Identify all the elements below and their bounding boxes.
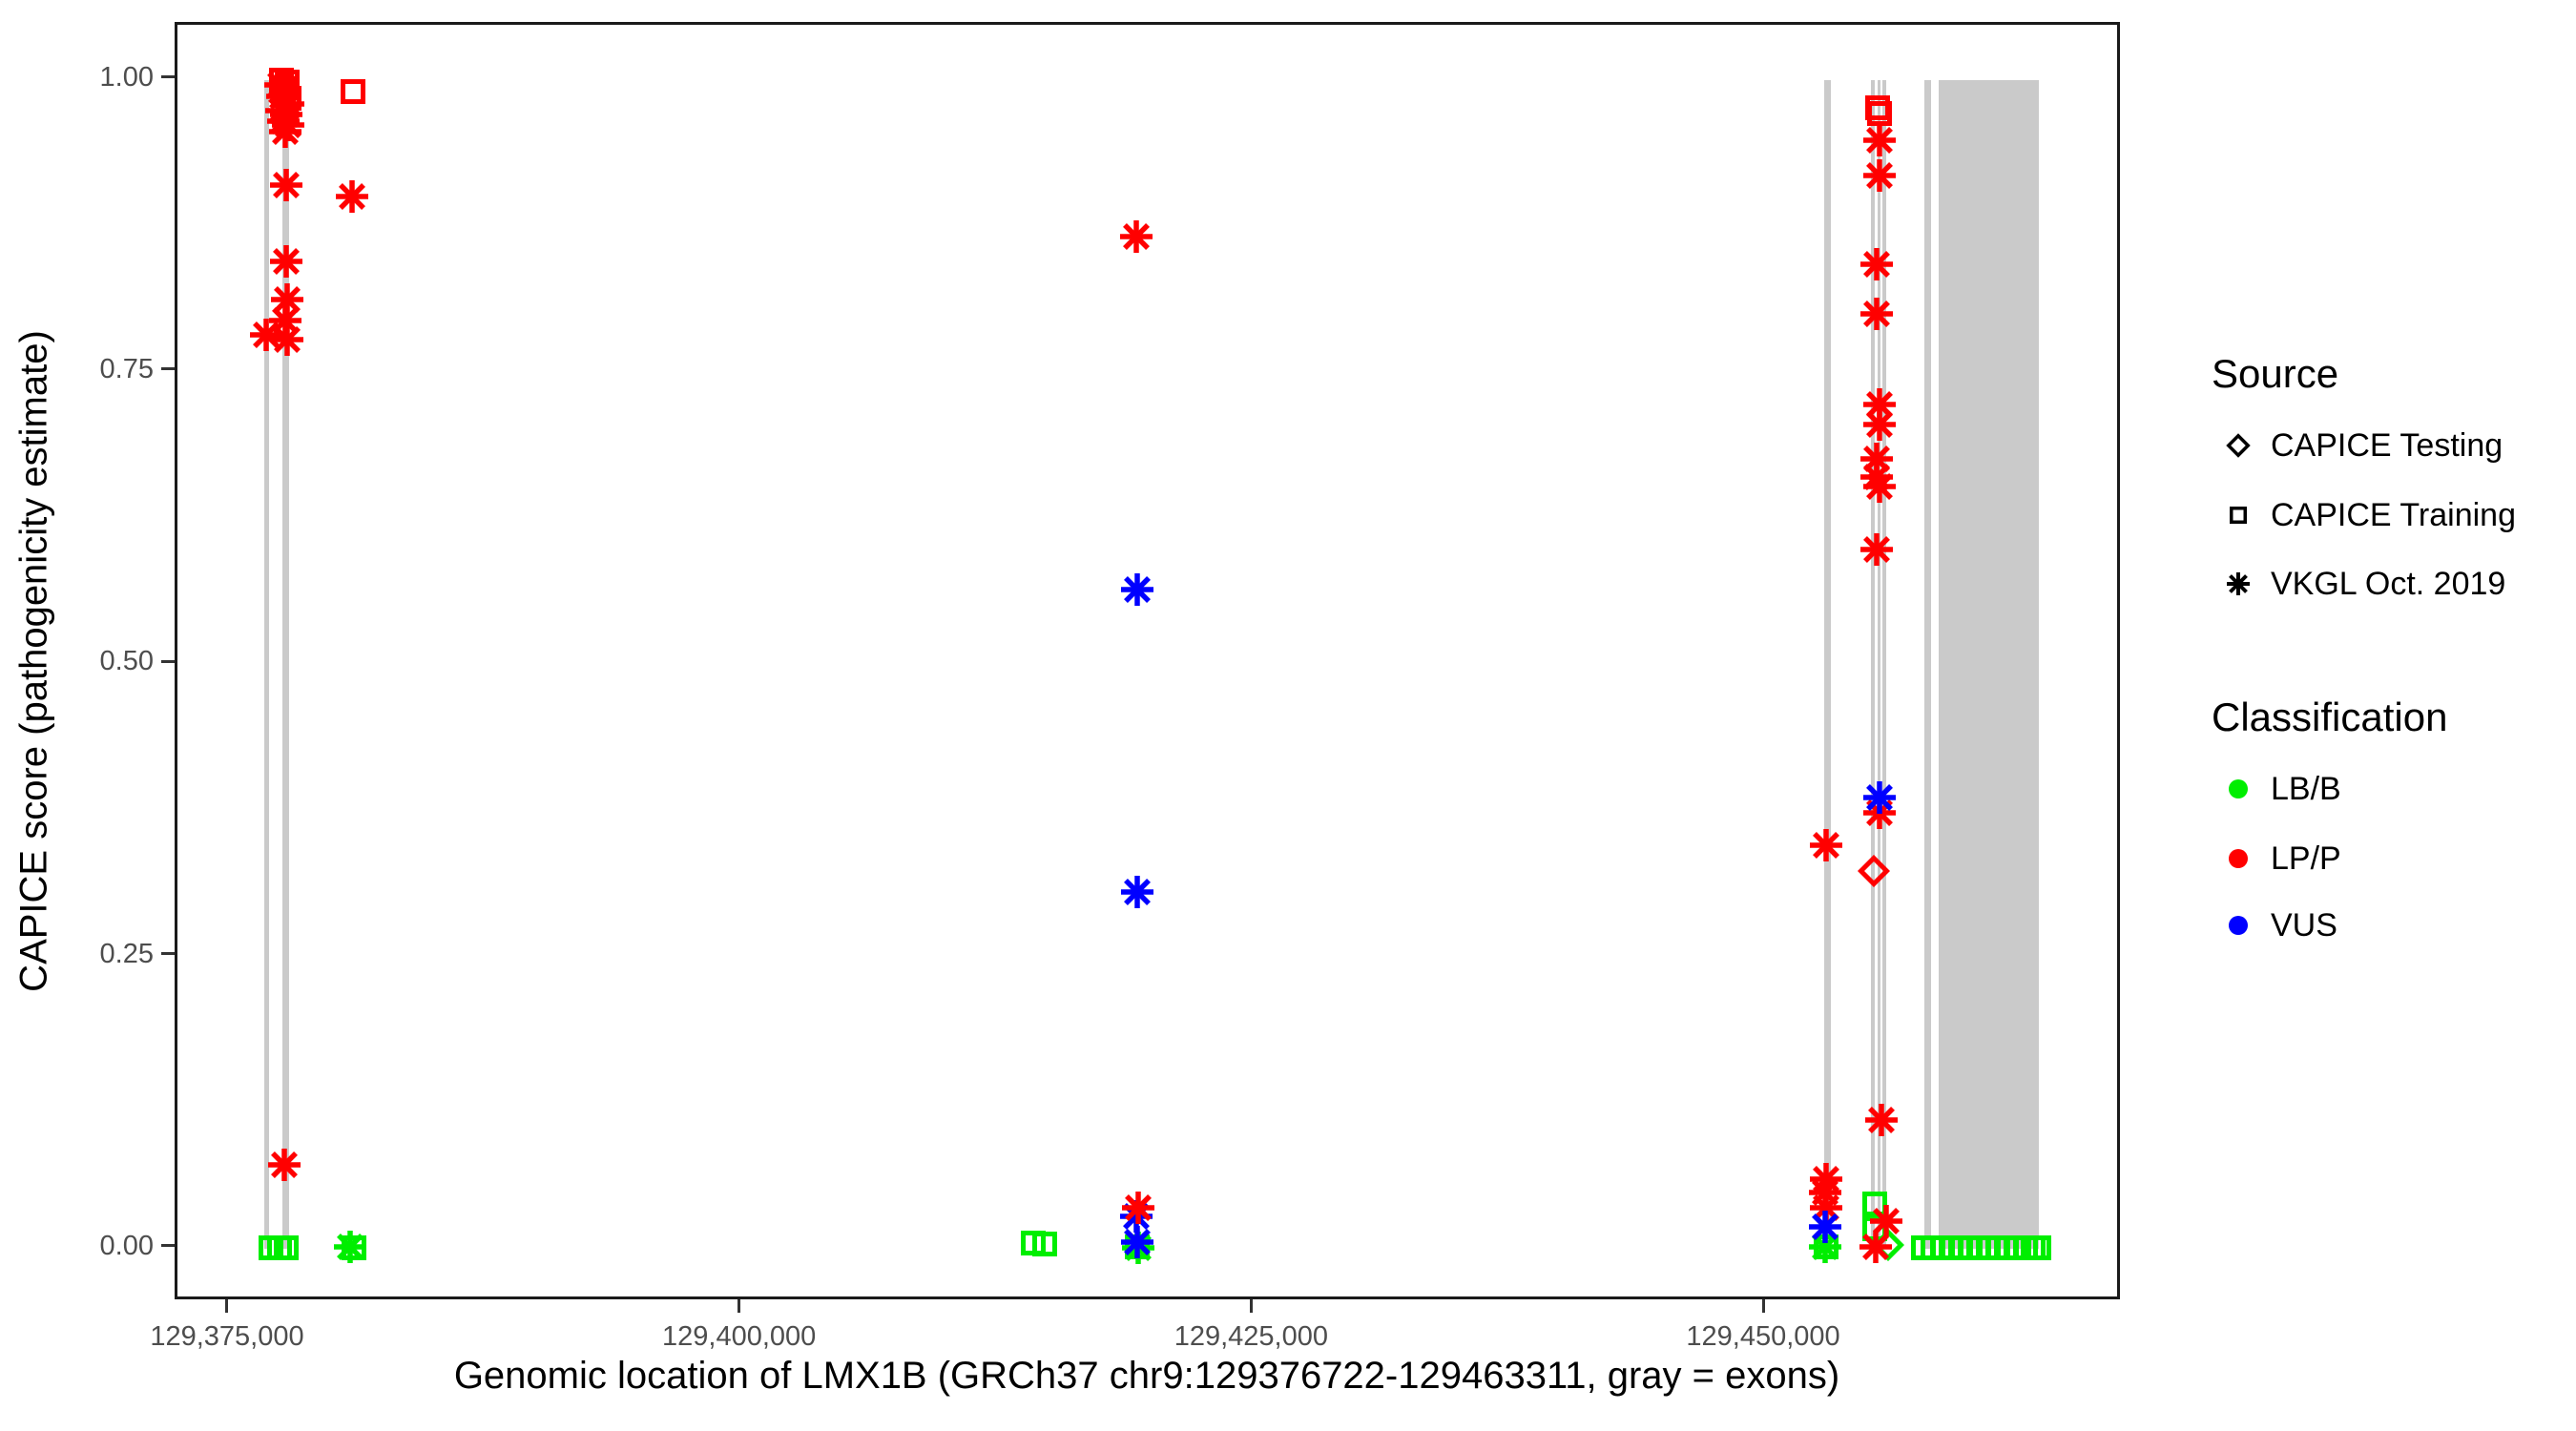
data-point bbox=[1122, 1192, 1155, 1225]
data-point bbox=[1121, 876, 1153, 909]
plot-panel bbox=[175, 22, 2120, 1299]
data-point bbox=[1122, 1231, 1155, 1264]
exon-band bbox=[1823, 79, 1831, 1249]
exon-band bbox=[1939, 79, 2039, 1249]
data-point bbox=[1865, 1104, 1899, 1137]
exon-band bbox=[1877, 79, 1881, 1249]
exon-band bbox=[1924, 79, 1932, 1249]
x-tick-label: 129,425,000 bbox=[1174, 1321, 1328, 1352]
y-tick-mark bbox=[161, 367, 175, 371]
exon-band bbox=[1882, 79, 1887, 1249]
x-tick-mark bbox=[225, 1299, 229, 1313]
legend-item-capice-testing: CAPICE Testing bbox=[2212, 425, 2503, 467]
y-tick-label: 0.00 bbox=[99, 1230, 154, 1261]
data-point bbox=[1125, 1234, 1150, 1259]
x-axis-title: Genomic location of LMX1B (GRCh37 chr9:1… bbox=[453, 1355, 1840, 1397]
x-tick-mark bbox=[737, 1299, 741, 1313]
green-dot-icon bbox=[2212, 778, 2265, 799]
legend-item-label: CAPICE Testing bbox=[2271, 426, 2503, 464]
data-point bbox=[1911, 1234, 1937, 1260]
legend-item-label: LB/B bbox=[2271, 770, 2341, 807]
data-point bbox=[1032, 1232, 1058, 1257]
data-point bbox=[1121, 1225, 1153, 1258]
legend-item-vkgl: VKGL Oct. 2019 bbox=[2212, 563, 2505, 605]
legend-item-lpp: LP/P bbox=[2212, 838, 2341, 880]
exon-band bbox=[264, 79, 270, 1249]
x-tick-mark bbox=[1761, 1299, 1765, 1313]
legend-source-title: Source bbox=[2212, 351, 2339, 396]
data-point bbox=[341, 1234, 366, 1260]
y-tick-mark bbox=[161, 75, 175, 79]
legend-item-lbb: LB/B bbox=[2212, 768, 2341, 810]
y-tick-label: 1.00 bbox=[99, 61, 154, 93]
diamond-icon bbox=[2212, 433, 2265, 458]
legend-item-label: VUS bbox=[2271, 906, 2337, 944]
exon-band bbox=[1871, 79, 1876, 1249]
data-point bbox=[258, 1234, 283, 1260]
legend-item-label: CAPICE Training bbox=[2271, 496, 2516, 533]
red-dot-icon bbox=[2212, 848, 2265, 869]
data-point bbox=[268, 67, 294, 93]
y-tick-label: 0.75 bbox=[99, 353, 154, 384]
data-point bbox=[340, 78, 365, 104]
y-tick-mark bbox=[161, 1244, 175, 1248]
square-icon bbox=[2212, 507, 2265, 524]
y-tick-mark bbox=[161, 659, 175, 663]
data-point bbox=[1859, 297, 1893, 330]
y-tick-label: 0.25 bbox=[99, 938, 154, 969]
x-tick-label: 129,375,000 bbox=[150, 1321, 304, 1352]
asterisk-icon bbox=[2212, 570, 2265, 597]
y-tick-mark bbox=[161, 952, 175, 956]
blue-dot-icon bbox=[2212, 915, 2265, 936]
data-point bbox=[1119, 1199, 1153, 1233]
x-tick-label: 129,400,000 bbox=[662, 1321, 817, 1352]
data-point bbox=[335, 180, 368, 214]
legend-classification-title: Classification bbox=[2212, 695, 2448, 739]
data-point bbox=[1859, 1230, 1892, 1263]
data-point bbox=[1020, 1230, 1046, 1255]
legend-item-label: LP/P bbox=[2271, 840, 2341, 877]
legend-item-label: VKGL Oct. 2019 bbox=[2271, 565, 2506, 602]
legend-item-capice-training: CAPICE Training bbox=[2212, 494, 2516, 536]
exon-band bbox=[282, 79, 289, 1249]
data-point bbox=[1119, 219, 1153, 253]
x-tick-mark bbox=[1249, 1299, 1253, 1313]
data-point bbox=[1121, 572, 1153, 606]
legend: Source CAPICE Testing CAPICE Training VK… bbox=[2212, 351, 2574, 1305]
legend-item-vus: VUS bbox=[2212, 904, 2337, 946]
x-tick-label: 129,450,000 bbox=[1686, 1321, 1840, 1352]
y-tick-label: 0.50 bbox=[99, 646, 154, 677]
data-point bbox=[333, 1230, 366, 1263]
data-point bbox=[276, 86, 301, 112]
